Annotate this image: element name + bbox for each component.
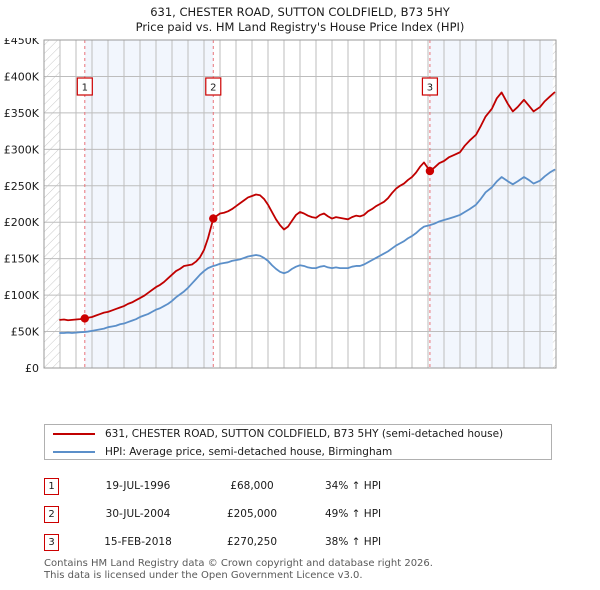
table-row[interactable]: 1 19-JUL-1996 £68,000 34% ↑ HPI [44,472,564,500]
svg-text:£350K: £350K [4,107,40,120]
sale-index-badge: 1 [44,477,59,495]
sale-index-badge: 3 [44,533,59,551]
title-line-1: 631, CHESTER ROAD, SUTTON COLDFIELD, B73… [150,5,450,19]
sale-date: 19-JUL-1996 [105,480,171,492]
sales-history-table: 1 19-JUL-1996 £68,000 34% ↑ HPI 2 30-JUL… [44,472,564,556]
page-title: 631, CHESTER ROAD, SUTTON COLDFIELD, B73… [0,0,600,35]
sale-hpi-delta: 49% ↑ HPI [325,508,382,520]
chart-bands [44,40,556,368]
title-line-2: Price paid vs. HM Land Registry's House … [135,20,465,34]
attribution-footer: Contains HM Land Registry data © Crown c… [44,558,584,582]
sale-price: £205,000 [226,508,278,520]
svg-text:£450K: £450K [4,38,40,47]
footer-line-2: This data is licensed under the Open Gov… [44,570,363,581]
svg-text:£150K: £150K [4,253,40,266]
sale-date: 15-FEB-2018 [104,536,172,548]
svg-text:£250K: £250K [4,180,40,193]
price-chart: £0 £50K £100K £150K £200K £250K £300K £350K £400… [0,38,600,373]
footer-line-1: Contains HM Land Registry data © Crown c… [44,558,433,569]
svg-text:£300K: £300K [4,143,40,156]
sale-hpi-delta: 38% ↑ HPI [325,536,382,548]
sale-price: £68,000 [230,480,274,492]
svg-text:£200K: £200K [4,216,40,229]
plot-border [43,39,557,369]
svg-text:2: 2 [210,83,216,94]
sale-hpi-delta: 34% ↑ HPI [325,480,382,492]
legend-label-property: 631, CHESTER ROAD, SUTTON COLDFIELD, B73… [105,428,504,440]
legend-swatch-property [53,433,95,435]
svg-text:£100K: £100K [4,289,40,302]
chart-markers[interactable]: 1 2 3 [76,40,439,368]
svg-text:£0: £0 [25,362,39,373]
svg-text:£50K: £50K [11,326,40,339]
svg-text:1: 1 [82,83,88,94]
legend-item-hpi: HPI: Average price, semi-detached house,… [45,443,551,461]
legend-swatch-hpi [53,451,95,453]
chart-legend: 631, CHESTER ROAD, SUTTON COLDFIELD, B73… [44,424,552,460]
chart-series [59,91,556,334]
svg-text:£400K: £400K [4,70,40,83]
sale-date: 30-JUL-2004 [105,508,171,520]
legend-label-hpi: HPI: Average price, semi-detached house,… [105,446,393,458]
legend-item-property: 631, CHESTER ROAD, SUTTON COLDFIELD, B73… [45,425,551,443]
table-row[interactable]: 2 30-JUL-2004 £205,000 49% ↑ HPI [44,500,564,528]
svg-text:3: 3 [427,83,433,94]
sale-price: £270,250 [226,536,278,548]
chart-canvas: £0 £50K £100K £150K £200K £250K £300K £350K £400… [4,38,557,373]
table-row[interactable]: 3 15-FEB-2018 £270,250 38% ↑ HPI [44,528,564,556]
sale-index-badge: 2 [44,505,59,523]
y-axis-labels: £0 £50K £100K £150K £200K £250K £300K £350K £400… [4,38,40,373]
